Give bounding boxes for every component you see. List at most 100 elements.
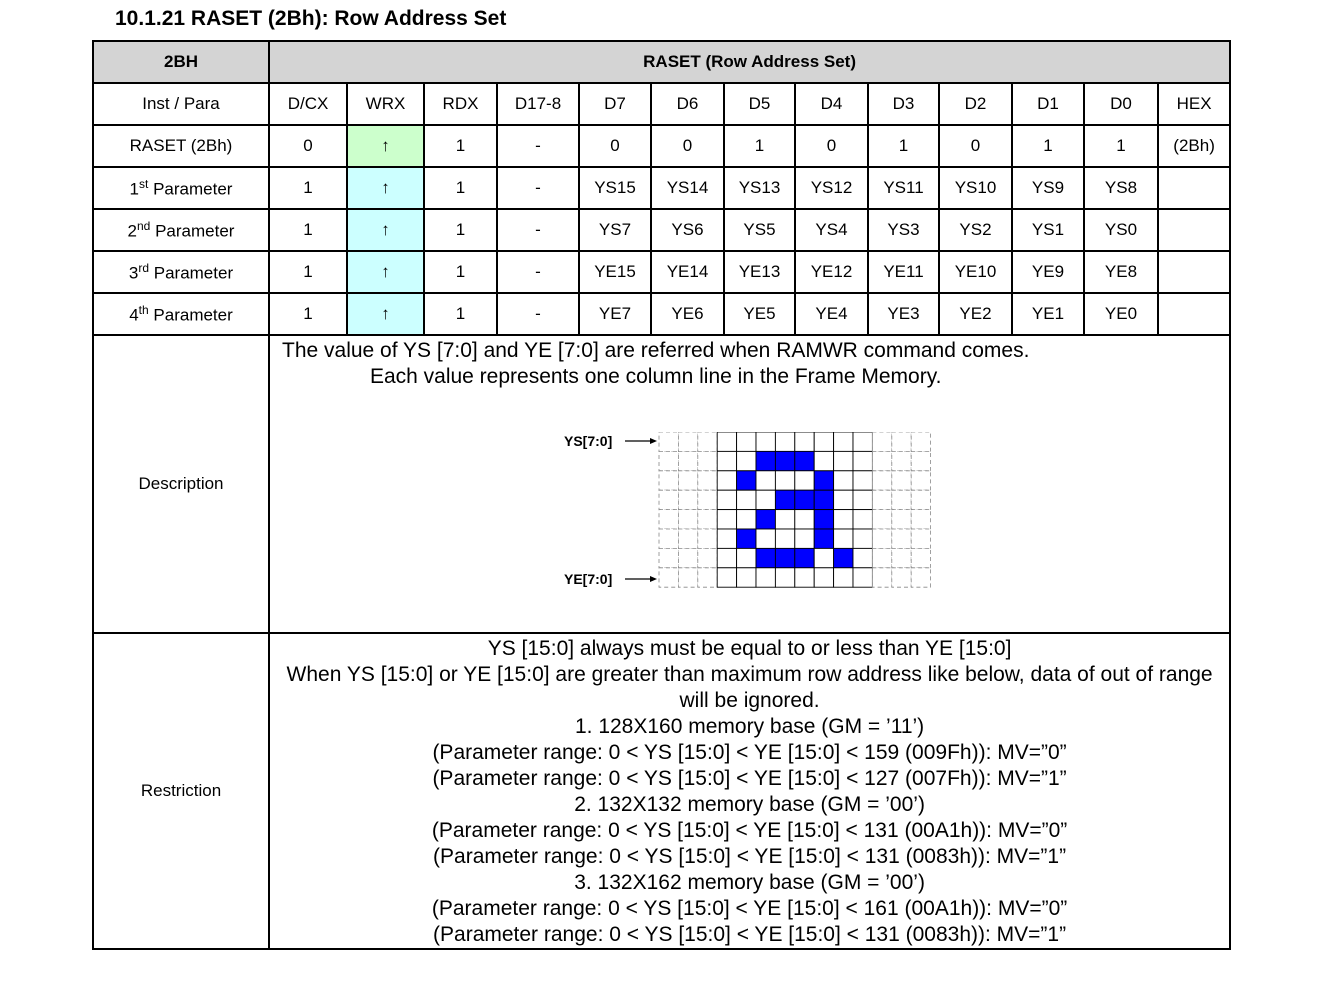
- pixel-cell: [910, 509, 932, 530]
- bit-cell: YS12: [794, 166, 869, 210]
- dcx-cell: 1: [268, 250, 348, 294]
- column-header: D/CX: [268, 82, 348, 126]
- pixel-cell: [891, 470, 912, 491]
- pixel-cell: [794, 509, 815, 530]
- d17-8-cell: -: [496, 124, 580, 168]
- command-name: RASET (Row Address Set): [267, 40, 1232, 84]
- description-line: The value of YS [7:0] and YE [7:0] are r…: [282, 339, 1030, 362]
- bit-cell: YS5: [723, 208, 796, 252]
- pixel-cell: [774, 528, 796, 549]
- pixel-cell: [678, 567, 699, 588]
- pixel-filled: [794, 450, 815, 472]
- pixel-cell: [716, 431, 738, 452]
- bit-cell: YE4: [794, 292, 869, 336]
- row-label: 1st Parameter: [92, 166, 270, 210]
- pixel-cell: [716, 509, 738, 530]
- pixel-cell: [891, 489, 912, 511]
- restriction-line: When YS [15:0] or YE [15:0] are greater …: [286, 663, 1213, 712]
- bit-cell: 0: [650, 124, 725, 168]
- pixel-cell: [794, 528, 815, 549]
- pixel-cell: [716, 528, 738, 549]
- bit-cell: YS0: [1083, 208, 1159, 252]
- pixel-cell: [794, 431, 815, 452]
- d17-8-cell: -: [496, 166, 580, 210]
- pixel-cell: [736, 567, 757, 588]
- column-header: D5: [723, 82, 796, 126]
- d17-8-cell: -: [496, 208, 580, 252]
- pixel-cell: [891, 431, 912, 452]
- bit-cell: YS8: [1083, 166, 1159, 210]
- pixel-cell: [910, 450, 932, 472]
- pixel-cell: [658, 509, 679, 530]
- pixel-cell: [891, 509, 912, 530]
- bit-cell: YS15: [578, 166, 652, 210]
- bit-cell: YS14: [650, 166, 725, 210]
- bit-cell: YE6: [650, 292, 725, 336]
- wrx-cell: ↑: [346, 208, 425, 252]
- pixel-cell: [852, 431, 873, 452]
- bit-cell: YS13: [723, 166, 796, 210]
- pixel-cell: [852, 528, 873, 549]
- command-table: 2BH RASET (Row Address Set) Inst / Para …: [92, 40, 1232, 950]
- pixel-cell: [891, 548, 912, 569]
- column-header: Inst / Para: [92, 82, 270, 126]
- pixel-cell: [833, 528, 854, 549]
- hex-cell: [1156, 166, 1232, 210]
- pixel-cell: [697, 528, 718, 549]
- pixel-cell: [813, 431, 835, 452]
- pixel-cell: [774, 567, 796, 588]
- bit-cell: YE14: [650, 250, 725, 294]
- pixel-cell: [697, 431, 718, 452]
- pixel-filled: [794, 489, 815, 511]
- table-row: 4th Parameter 1 ↑ 1 - YE7 YE6 YE5 YE4 YE…: [92, 292, 1232, 336]
- restriction-row: Restriction YS [15:0] always must be equ…: [92, 632, 1232, 950]
- d17-8-cell: -: [496, 250, 580, 294]
- row-label: RASET (2Bh): [92, 124, 270, 168]
- bit-cell: YS2: [938, 208, 1013, 252]
- pixel-cell: [716, 470, 738, 491]
- pixel-cell: [658, 548, 679, 569]
- pixel-cell: [658, 528, 679, 549]
- restriction-line: (Parameter range: 0 < YS [15:0] < YE [15…: [432, 767, 1067, 790]
- pixel-cell: [794, 470, 815, 491]
- ye-arrow-head: [650, 576, 657, 582]
- pixel-filled: [813, 509, 835, 530]
- pixel-cell: [794, 567, 815, 588]
- pixel-cell: [852, 489, 873, 511]
- pixel-cell: [871, 509, 893, 530]
- pixel-cell: [678, 528, 699, 549]
- bit-cell: 0: [938, 124, 1013, 168]
- restriction-line: (Parameter range: 0 < YS [15:0] < YE [15…: [433, 845, 1067, 868]
- pixel-cell: [891, 528, 912, 549]
- pixel-cell: [871, 548, 893, 569]
- pixel-cell: [736, 431, 757, 452]
- pixel-cell: [697, 548, 718, 569]
- column-header: D0: [1083, 82, 1159, 126]
- restriction-line: YS [15:0] always must be equal to or les…: [487, 637, 1012, 660]
- pixel-cell: [813, 547, 835, 569]
- pixel-filled: [813, 470, 835, 491]
- pixel-cell: [833, 470, 854, 491]
- column-header: D4: [794, 82, 869, 126]
- pixel-cell: [910, 548, 932, 569]
- pixel-cell: [697, 489, 718, 511]
- bit-cell: YS4: [794, 208, 869, 252]
- pixel-cell: [658, 470, 679, 491]
- pixel-cell: [833, 431, 854, 452]
- d17-8-cell: -: [496, 292, 580, 336]
- pixel-cell: [852, 509, 873, 530]
- pixel-cell: [891, 567, 912, 588]
- pixel-cell: [833, 509, 854, 530]
- table-row: 2nd Parameter 1 ↑ 1 - YS7 YS6 YS5 YS4 YS…: [92, 208, 1232, 252]
- pixel-filled: [774, 450, 796, 472]
- pixel-cell: [852, 567, 873, 588]
- wrx-cell: ↑: [346, 124, 425, 168]
- pixel-filled: [755, 450, 776, 472]
- bit-cell: YE0: [1083, 292, 1159, 336]
- description-row: Description The value of YS [7:0] and YE…: [92, 334, 1232, 634]
- bit-cell: YE8: [1083, 250, 1159, 294]
- rdx-cell: 1: [423, 292, 498, 336]
- hex-cell: [1156, 292, 1232, 336]
- bit-cell: 1: [867, 124, 940, 168]
- pixel-cell: [813, 450, 835, 472]
